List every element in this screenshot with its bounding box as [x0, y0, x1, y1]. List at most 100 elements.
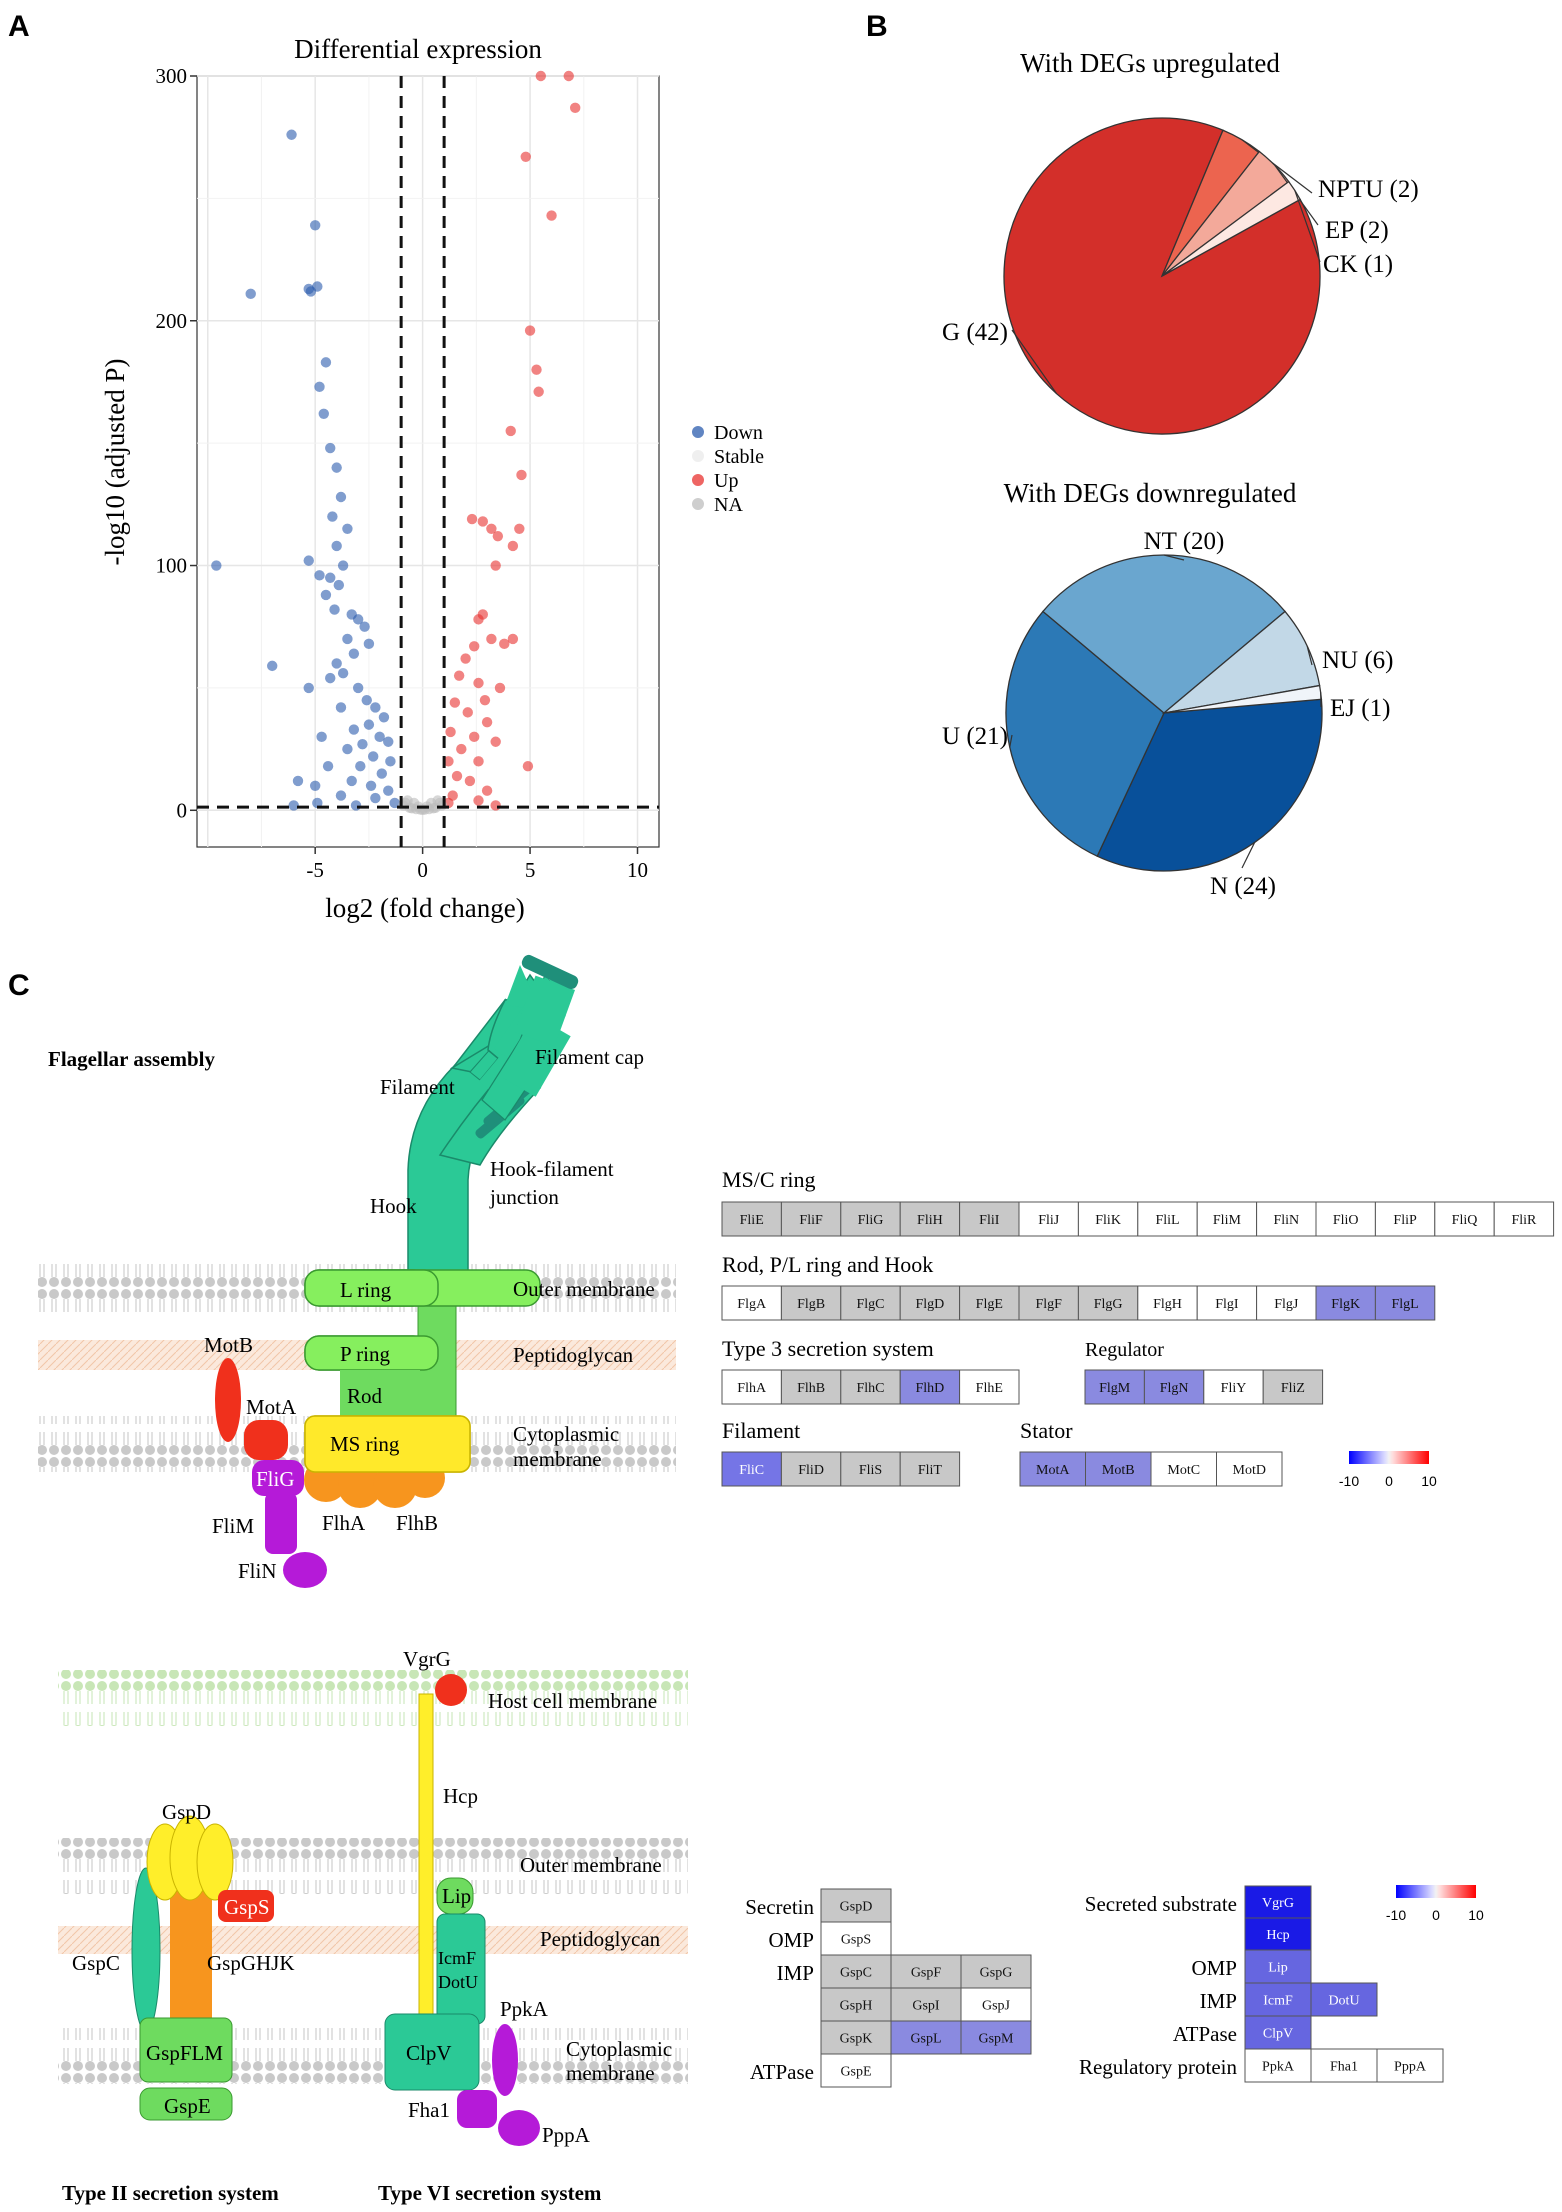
gene-cell: [1310, 1982, 1378, 2017]
x-tick-label: 0: [417, 858, 428, 882]
filament-top-tube: [515, 975, 575, 1047]
gene-cell: [820, 1888, 892, 1923]
point-down: [314, 570, 325, 581]
gene-cell: [899, 1201, 961, 1237]
point-down: [322, 761, 334, 772]
label-gspflm: GspFLM: [146, 2041, 223, 2065]
volcano-plot: Differential expression -5 0 5 100100200300…: [100, 34, 764, 923]
motb-shape: [215, 1358, 241, 1442]
label-vgrg: VgrG: [403, 1647, 451, 1671]
label-flig: FliG: [256, 1467, 295, 1491]
volcano-title: Differential expression: [294, 34, 542, 64]
gene-cell: [1196, 1201, 1258, 1237]
point-up: [535, 70, 547, 82]
gene-cell: [1310, 2048, 1378, 2083]
point-up: [490, 736, 501, 747]
point-down: [370, 702, 381, 713]
x-tick-label: -5: [306, 858, 324, 882]
gene-cell: [820, 1954, 892, 1989]
scale2-min: -10: [1386, 1907, 1406, 1923]
rod-body: [340, 1370, 420, 1420]
gene-name: FlhB: [797, 1381, 825, 1396]
filament-cap-shape: [521, 954, 579, 990]
point-down: [363, 719, 375, 730]
gspe-shape: [139, 2087, 233, 2121]
gene-cell: [1077, 1201, 1139, 1237]
icmf-dotu-shape: [436, 1913, 486, 2025]
label-clpv: ClpV: [406, 2041, 452, 2065]
gene-name: MotD: [1233, 1463, 1266, 1478]
gene-name: GspE: [840, 2065, 871, 2080]
t2-row-label: OMP: [768, 1928, 814, 1952]
pie-down-slices: N (24) U (21) NT (20) NU (6) EJ (1): [942, 528, 1393, 900]
label-flhb: FlhB: [396, 1511, 438, 1535]
point-down: [357, 739, 368, 750]
ms-ring-top: [304, 1415, 471, 1473]
gene-name: MotC: [1167, 1463, 1200, 1478]
gene-name: GspD: [840, 1900, 873, 1915]
pie-slice-u: [1005, 610, 1165, 858]
label-filament: Filament: [380, 1075, 455, 1099]
pie-label-ej: EJ (1): [1330, 695, 1390, 722]
x-tick-label: 10: [627, 858, 648, 882]
point-down: [333, 579, 345, 591]
gene-name: FliF: [799, 1213, 823, 1228]
point-down: [337, 560, 349, 571]
gene-group-title: Type 3 secretion system: [722, 1336, 934, 1361]
point-down: [352, 682, 364, 694]
gene-name: FliR: [1511, 1213, 1537, 1228]
gene-name: FliO: [1333, 1213, 1359, 1228]
pie-label-g: G (42): [942, 319, 1008, 346]
gene-cell: [899, 1285, 961, 1321]
label-membrane: membrane: [513, 1447, 602, 1471]
t2-peptidoglycan-layer: [58, 1926, 688, 1954]
hcp-tube: [418, 1693, 434, 2055]
gene-name: FlgC: [856, 1297, 884, 1312]
label-hook-filament: Hook-filament: [490, 1157, 614, 1181]
point-up: [456, 743, 467, 755]
gene-name: FliP: [1393, 1213, 1417, 1228]
gene-name: FlgM: [1099, 1381, 1131, 1396]
gene-cell: [1262, 1369, 1324, 1405]
gene-cell: [1203, 1369, 1264, 1405]
point-down: [337, 668, 349, 679]
label-ms-ring: MS ring: [330, 1432, 400, 1456]
gene-name: FlgH: [1153, 1297, 1182, 1312]
point-up: [481, 785, 493, 796]
gene-cell: [721, 1369, 782, 1405]
gene-name: FlhA: [737, 1381, 767, 1396]
point-up: [473, 614, 484, 625]
point-up: [473, 756, 484, 767]
gene-cell: [959, 1285, 1020, 1321]
point-up: [516, 469, 527, 481]
gene-name: GspF: [911, 1966, 942, 1981]
label-gspc: GspC: [72, 1951, 120, 1975]
label-gspe: GspE: [164, 2094, 211, 2118]
point-down: [385, 756, 396, 767]
point-down: [316, 731, 327, 743]
pie-leader-line: [1163, 554, 1185, 561]
point-up: [479, 694, 491, 706]
point-down: [325, 672, 336, 684]
gene-name: IcmF: [1263, 1994, 1293, 2009]
gene-name: FliN: [1273, 1213, 1299, 1228]
point-up: [460, 653, 471, 664]
point-up: [462, 707, 473, 718]
gene-cell: [1077, 1285, 1139, 1321]
flig-shape: [252, 1460, 304, 1496]
point-down: [348, 648, 360, 659]
point-down: [318, 408, 329, 419]
gene-cell: [1374, 1285, 1436, 1321]
gene-cell: [1244, 1885, 1312, 1919]
point-up: [492, 530, 504, 542]
point-up: [490, 800, 501, 811]
t6-row-label: ATPase: [1173, 2022, 1237, 2046]
label-flin: FliN: [238, 1559, 277, 1583]
point-up: [494, 682, 506, 694]
point-down: [288, 800, 299, 811]
pie-down-title: With DEGs downregulated: [1004, 478, 1297, 508]
label-junction: junction: [489, 1185, 559, 1209]
color-scale-secretion: [1396, 1885, 1476, 1898]
gene-name: FlgJ: [1274, 1297, 1299, 1312]
point-down: [309, 220, 321, 231]
